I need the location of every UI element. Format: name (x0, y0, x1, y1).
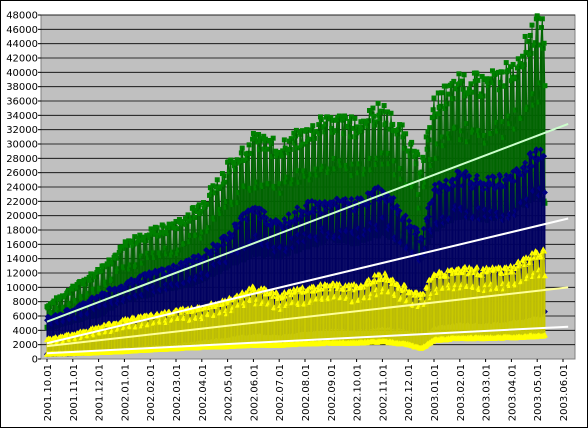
y-tick-label: 0 (32, 355, 38, 366)
x-tick-label: 2002.10.01 (353, 364, 364, 421)
x-tick-label: 2002.01.01 (120, 364, 131, 421)
y-tick-label: 30000 (6, 140, 38, 151)
y-tick-label: 28000 (6, 154, 38, 165)
y-tick-label: 4000 (13, 326, 38, 337)
y-tick-label: 46000 (6, 25, 38, 36)
x-tick-label: 2003.03.01 (482, 364, 493, 421)
x-tick-label: 2003.06.01 (559, 364, 570, 421)
x-tick-label: 2002.11.01 (378, 364, 389, 421)
y-tick-label: 6000 (13, 312, 38, 323)
y-tick-label: 24000 (6, 183, 38, 194)
y-tick-label: 32000 (6, 125, 38, 136)
x-tick-label: 2002.04.01 (198, 364, 209, 421)
x-tick-label: 2002.08.01 (301, 364, 312, 421)
y-tick-label: 16000 (6, 240, 38, 251)
x-tick-label: 2003.01.01 (430, 364, 441, 421)
y-axis: 0 2000 4000 6000 8000 10000 12000 14000 16000 180… (6, 11, 41, 366)
y-tick-label: 2000 (13, 340, 38, 351)
x-tick-label: 2002.09.01 (327, 364, 338, 421)
y-tick-label: 48000 (6, 11, 38, 22)
data-point (542, 83, 547, 88)
y-tick-label: 8000 (13, 297, 38, 308)
y-tick-label: 20000 (6, 211, 38, 222)
y-tick-label: 10000 (6, 283, 38, 294)
x-tick-label: 2002.12.01 (404, 364, 415, 421)
x-tick-label: 2001.12.01 (95, 364, 106, 421)
x-tick-label: 2001.11.01 (69, 364, 80, 421)
x-tick-label: 2003.05.01 (533, 364, 544, 421)
y-tick-label: 26000 (6, 168, 38, 179)
x-tick-label: 2002.07.01 (275, 364, 286, 421)
y-tick-label: 38000 (6, 82, 38, 93)
y-tick-label: 44000 (6, 39, 38, 50)
x-tick-label: 2002.05.01 (224, 364, 235, 421)
y-tick-label: 40000 (6, 68, 38, 79)
y-tick-label: 22000 (6, 197, 38, 208)
y-tick-label: 36000 (6, 97, 38, 108)
x-axis: 2001.10.01 2001.11.01 2001.12.01 2002.01.01… (43, 359, 570, 421)
y-tick-label: 14000 (6, 254, 38, 265)
y-tick-label: 42000 (6, 54, 38, 65)
x-tick-label: 2001.10.01 (43, 364, 54, 421)
x-tick-label: 2002.06.01 (249, 364, 260, 421)
x-tick-label: 2002.02.01 (146, 364, 157, 421)
x-tick-label: 2002.03.01 (172, 364, 183, 421)
y-tick-label: 12000 (6, 269, 38, 280)
x-tick-label: 2003.02.01 (456, 364, 467, 421)
x-tick-label: 2003.04.01 (507, 364, 518, 421)
y-tick-label: 34000 (6, 111, 38, 122)
y-tick-label: 18000 (6, 226, 38, 237)
